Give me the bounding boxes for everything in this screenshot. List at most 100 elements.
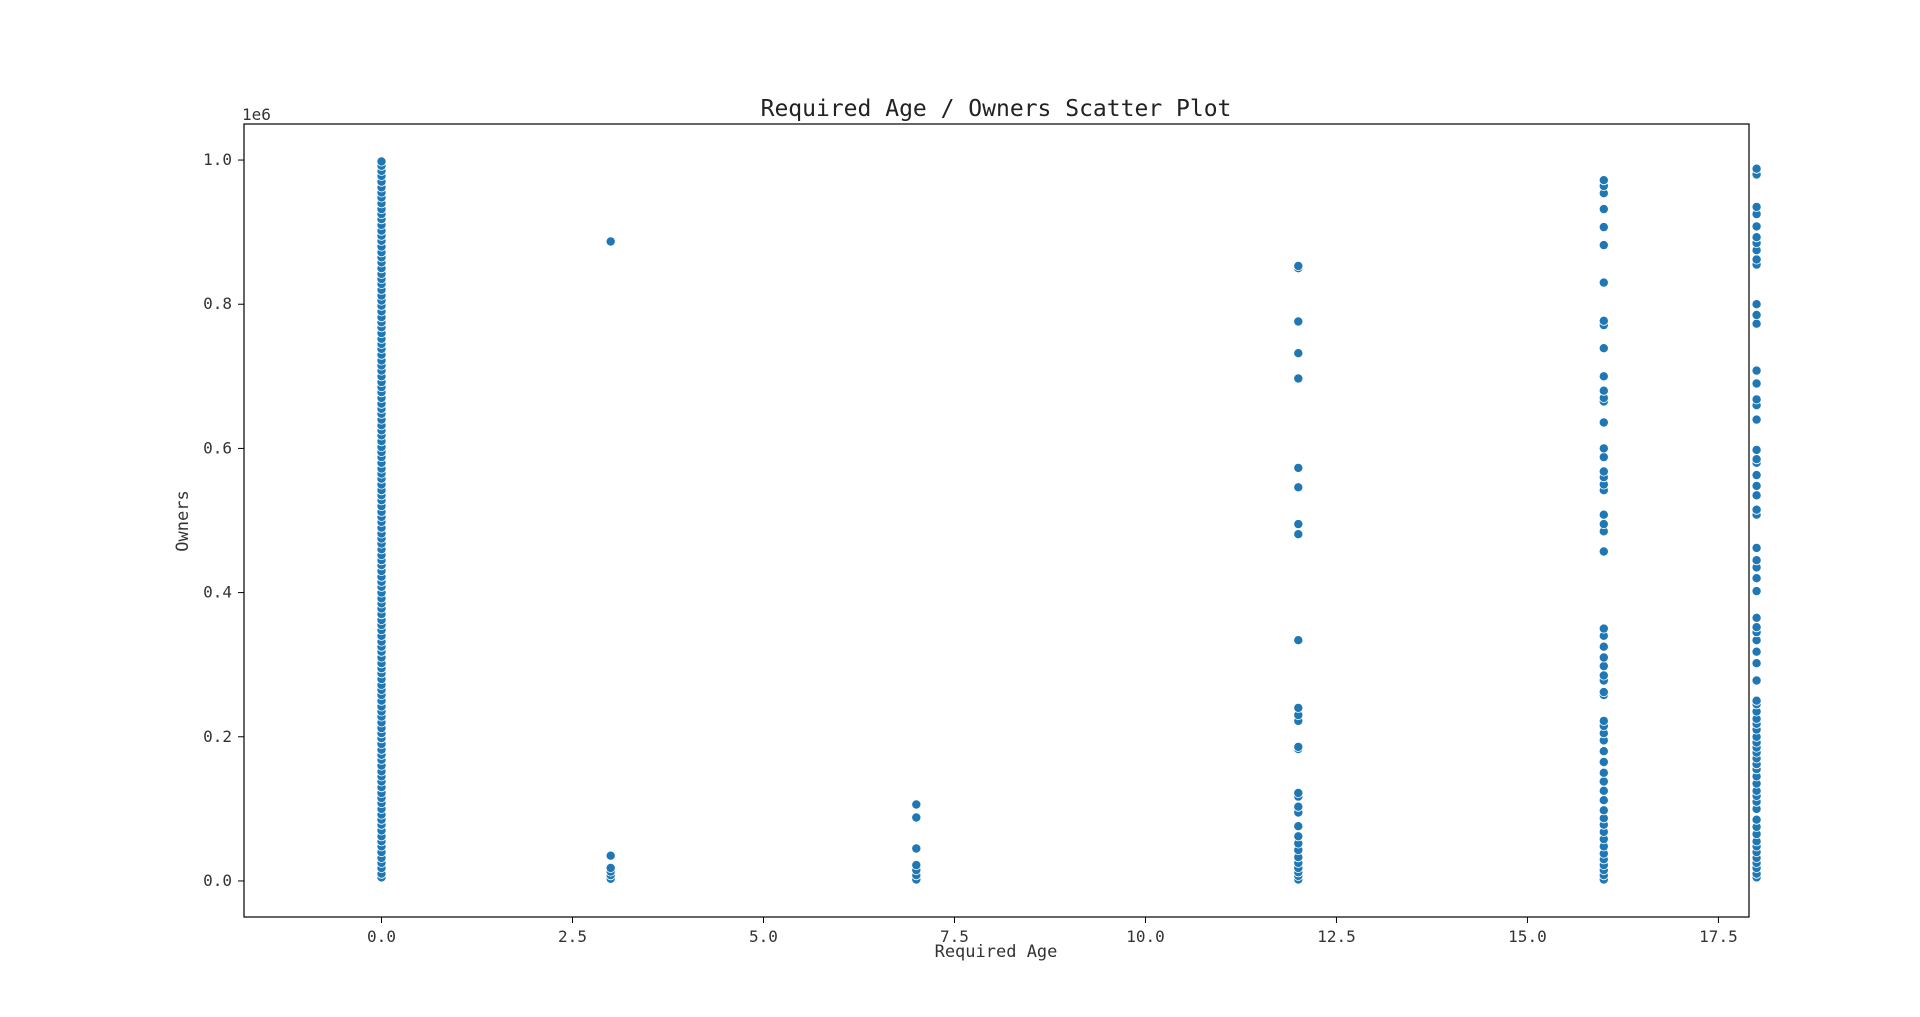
scatter-point <box>1293 801 1304 812</box>
y-tick-label: 1.0 <box>203 150 232 169</box>
scatter-point <box>1751 490 1762 501</box>
chart-title: Required Age / Owners Scatter Plot <box>761 96 1232 122</box>
scatter-point <box>1598 240 1609 251</box>
scatter-point <box>1598 757 1609 768</box>
scatter-point <box>1751 454 1762 465</box>
scatter-point <box>1293 348 1304 359</box>
scatter-point <box>911 843 922 854</box>
scatter-point <box>1598 452 1609 463</box>
scatter-point <box>911 799 922 810</box>
scatter-point <box>1751 675 1762 686</box>
scatter-point <box>1751 254 1762 265</box>
scatter-point <box>1598 776 1609 787</box>
y-tick-label: 0.0 <box>203 871 232 890</box>
scatter-point <box>1598 670 1609 681</box>
y-tick-label: 0.6 <box>203 438 232 457</box>
scatter-point <box>1751 504 1762 515</box>
scatter-point <box>605 236 616 247</box>
scatter-point <box>1293 519 1304 530</box>
scatter-point <box>1293 373 1304 384</box>
x-tick-label: 0.0 <box>367 927 396 946</box>
y-tick-label: 0.4 <box>203 583 232 602</box>
scatter-point <box>1293 316 1304 327</box>
scatter-point <box>1293 821 1304 832</box>
x-axis-ticks: 0.0 2.5 5.0 7.5 10.0 12.5 15.0 17.5 <box>367 917 1738 946</box>
scatter-point <box>1751 480 1762 491</box>
scatter-point <box>1293 831 1304 842</box>
y-axis-label: Owners <box>173 490 193 551</box>
scatter-point <box>1598 509 1609 520</box>
scatter-point <box>1598 785 1609 796</box>
scatter-point <box>605 863 616 874</box>
scatter-point <box>1751 542 1762 553</box>
scatter-point <box>1598 277 1609 288</box>
scatter-point <box>1751 646 1762 657</box>
scatter-point <box>1751 318 1762 329</box>
scatter-point <box>1598 315 1609 326</box>
y-tick-label: 0.8 <box>203 294 232 313</box>
data-points <box>376 156 1762 885</box>
scatter-point <box>1293 529 1304 540</box>
x-tick-label: 17.5 <box>1699 927 1738 946</box>
scatter-point <box>1751 414 1762 425</box>
scatter-point <box>1598 767 1609 778</box>
scatter-point <box>1598 805 1609 816</box>
scatter-point <box>1751 555 1762 566</box>
scatter-point <box>1751 394 1762 405</box>
scatter-point <box>1598 715 1609 726</box>
x-tick-label: 2.5 <box>558 927 587 946</box>
scatter-point <box>1751 470 1762 481</box>
scatter-point <box>1598 652 1609 663</box>
scatter-point <box>1598 795 1609 806</box>
scatter-point <box>1598 519 1609 530</box>
scatter-point <box>1598 623 1609 634</box>
scatter-point <box>1751 378 1762 389</box>
y-axis-ticks: 0.0 0.2 0.4 0.6 0.8 1.0 <box>203 150 244 890</box>
scatter-point <box>605 850 616 861</box>
x-tick-label: 15.0 <box>1508 927 1547 946</box>
scatter-point <box>1598 687 1609 698</box>
scatter-point <box>1751 444 1762 455</box>
scatter-point <box>1751 814 1762 825</box>
x-tick-label: 10.0 <box>1126 927 1165 946</box>
scatter-point <box>1293 635 1304 646</box>
scatter-point <box>1598 546 1609 557</box>
scatter-point <box>1293 702 1304 713</box>
scatter-point <box>1598 466 1609 477</box>
scatter-point <box>376 156 387 167</box>
scatter-point <box>1751 658 1762 669</box>
scatter-point <box>1751 365 1762 376</box>
scatter-point <box>1751 695 1762 706</box>
scatter-point <box>1751 201 1762 212</box>
scatter-point <box>1751 221 1762 232</box>
x-tick-label: 12.5 <box>1317 927 1356 946</box>
scatter-point <box>1598 222 1609 233</box>
scatter-point <box>1293 260 1304 271</box>
scatter-point <box>1598 661 1609 672</box>
x-tick-label: 5.0 <box>749 927 778 946</box>
scatter-point <box>1751 612 1762 623</box>
x-axis-label: Required Age <box>935 942 1058 962</box>
plot-frame <box>243 123 1750 918</box>
scatter-point <box>911 812 922 823</box>
y-tick-label: 0.2 <box>203 727 232 746</box>
scatter-point <box>1598 371 1609 382</box>
scatter-point <box>1598 443 1609 454</box>
scatter-point <box>1598 175 1609 186</box>
scatter-point <box>1598 417 1609 428</box>
scatter-point <box>1598 641 1609 652</box>
scatter-point <box>911 860 922 871</box>
scatter-point <box>1751 622 1762 633</box>
x-tick-label: 7.5 <box>940 927 969 946</box>
scatter-point <box>1598 746 1609 757</box>
scatter-point <box>1598 343 1609 354</box>
scatter-point <box>1293 788 1304 799</box>
scatter-point <box>1751 232 1762 243</box>
y-offset-label: 1e6 <box>242 105 271 124</box>
scatter-point <box>1293 482 1304 493</box>
scatter-point <box>1751 573 1762 584</box>
scatter-point <box>1598 385 1609 396</box>
scatter-point <box>1751 309 1762 320</box>
